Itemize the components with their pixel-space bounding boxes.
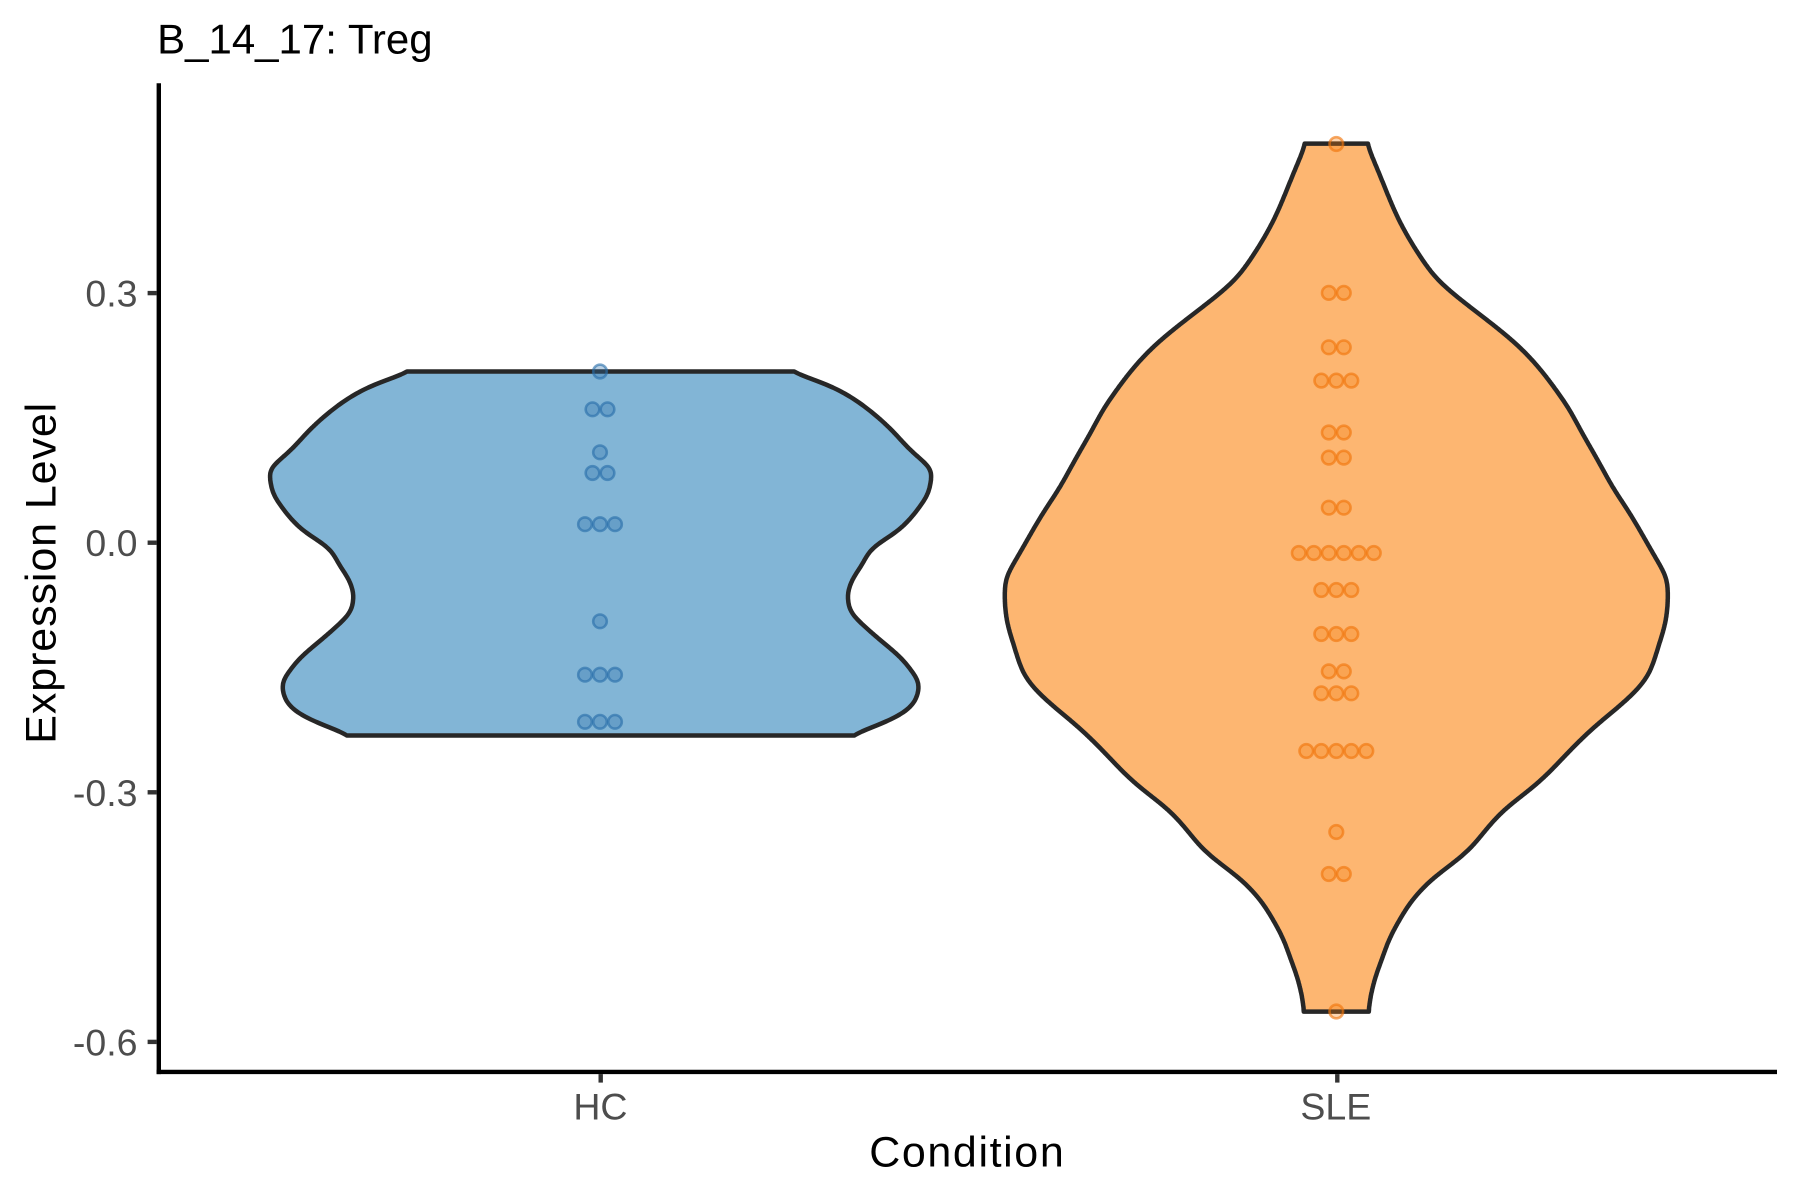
svg-text:0.0: 0.0 [85, 522, 137, 564]
svg-text:Condition: Condition [869, 1129, 1065, 1177]
svg-text:0.3: 0.3 [85, 273, 137, 315]
svg-text:-0.3: -0.3 [73, 772, 138, 814]
svg-text:B_14_17: Treg: B_14_17: Treg [157, 16, 433, 63]
svg-text:-0.6: -0.6 [73, 1021, 138, 1063]
svg-text:SLE: SLE [1300, 1086, 1371, 1128]
svg-text:HC: HC [573, 1086, 627, 1128]
svg-text:Expression Level: Expression Level [18, 402, 66, 744]
